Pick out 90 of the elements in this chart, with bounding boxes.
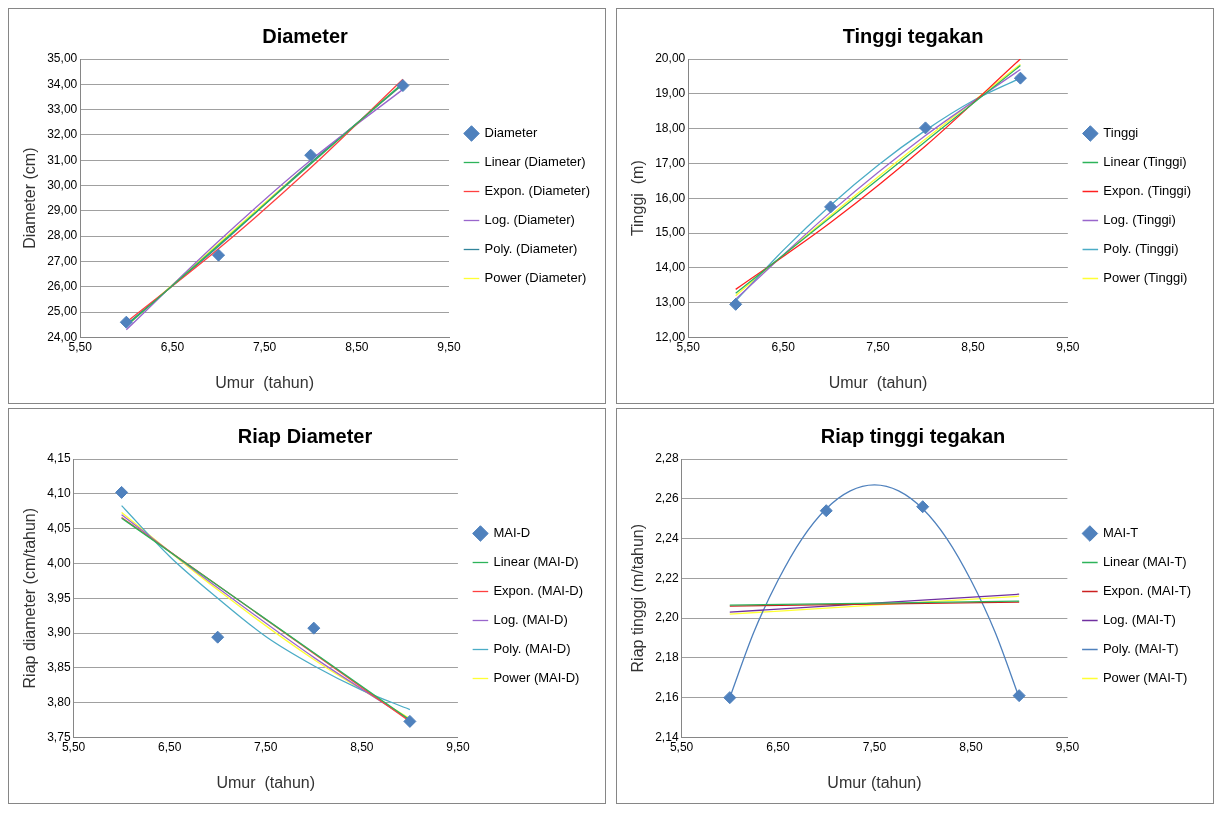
y-tick-label: 31,00 [47, 152, 78, 167]
y-tick-label: 2,24 [655, 530, 679, 545]
y-tick-label: 2,16 [655, 689, 679, 704]
x-tick-label: 8,50 [961, 339, 985, 354]
x-axis-title: Umur (tahun) [215, 373, 314, 391]
legend-label: Log. (Tinggi) [1103, 212, 1176, 228]
legend-label: Linear (Diameter) [484, 154, 586, 170]
legend-label: Log. (Diameter) [484, 212, 575, 228]
legend-label: Poly. (Diameter) [484, 241, 578, 257]
chart-title: Riap tinggi tegakan [820, 424, 1006, 447]
y-tick-label: 3,85 [47, 660, 71, 675]
x-tick-label: 6,50 [771, 339, 796, 354]
x-axis-title: Umur (tahun) [828, 373, 928, 391]
y-tick-label: 2,20 [655, 610, 679, 625]
x-tick-label: 7,50 [862, 739, 887, 754]
x-tick-label: 6,50 [157, 739, 182, 754]
legend-label: Power (MAI-D) [493, 670, 580, 686]
y-tick-label: 25,00 [47, 304, 78, 319]
y-tick-label: 32,00 [47, 127, 78, 142]
x-tick-label: 6,50 [766, 739, 791, 754]
y-tick-label: 2,28 [655, 451, 679, 466]
y-tick-label: 18,00 [655, 120, 686, 135]
x-tick-label: 7,50 [252, 339, 277, 354]
y-axis-title: Riap diameter (cm/tahun) [21, 507, 39, 689]
legend-label: Expon. (MAI-D) [493, 583, 584, 599]
y-tick-label: 34,00 [47, 76, 78, 91]
legend-label: Diameter [484, 125, 538, 141]
y-tick-label: 3,75 [47, 729, 71, 744]
y-tick-label: 3,95 [47, 590, 71, 605]
y-tick-label: 4,15 [47, 451, 71, 466]
y-axis-title: Riap tinggi (m/tahun) [629, 523, 647, 673]
legend-label: Power (Tinggi) [1103, 270, 1188, 286]
y-tick-label: 29,00 [47, 203, 78, 218]
y-tick-label: 2,22 [655, 570, 679, 585]
y-tick-label: 33,00 [47, 101, 78, 116]
x-tick-label: 8,50 [959, 739, 983, 754]
y-tick-label: 27,00 [47, 253, 78, 268]
x-tick-label: 9,50 [437, 339, 461, 354]
y-tick-label: 14,00 [655, 260, 686, 275]
y-tick-label: 13,00 [655, 294, 686, 309]
legend-label: Poly. (MAI-D) [493, 641, 571, 657]
legend-label: Expon. (Diameter) [484, 183, 590, 199]
x-axis-title: Umur (tahun) [216, 773, 316, 791]
legend-label: Expon. (Tinggi) [1103, 183, 1191, 199]
legend-label: Linear (Tinggi) [1103, 154, 1187, 170]
x-tick-label: 9,50 [1055, 739, 1080, 754]
legend-label: Tinggi [1103, 125, 1139, 141]
legend-label: MAI-D [493, 525, 531, 541]
x-tick-label: 8,50 [350, 739, 374, 754]
legend-label: MAI-T [1102, 525, 1139, 541]
y-tick-label: 28,00 [47, 228, 78, 243]
legend-label: Log. (MAI-D) [493, 612, 568, 628]
y-tick-label: 2,18 [655, 650, 679, 665]
legend-label: Power (Diameter) [484, 270, 587, 286]
y-tick-label: 3,80 [47, 694, 71, 709]
x-tick-label: 7,50 [254, 739, 278, 754]
y-tick-label: 35,00 [47, 51, 78, 66]
legend-label: Linear (MAI-T) [1102, 554, 1187, 570]
y-axis-title: Diameter (cm) [21, 147, 39, 249]
chart-title: Diameter [262, 24, 349, 47]
y-axis-title: Tinggi (m) [629, 160, 647, 237]
y-tick-label: 4,05 [47, 520, 71, 535]
x-tick-label: 6,50 [160, 339, 185, 354]
x-tick-label: 7,50 [866, 339, 891, 354]
x-tick-label: 9,50 [446, 739, 470, 754]
y-tick-label: 24,00 [47, 329, 78, 344]
y-tick-label: 15,00 [655, 225, 686, 240]
y-tick-label: 30,00 [47, 177, 78, 192]
x-axis-title: Umur (tahun) [827, 773, 922, 791]
y-tick-label: 4,00 [47, 555, 71, 570]
y-tick-label: 26,00 [47, 279, 78, 294]
y-tick-label: 16,00 [655, 190, 686, 205]
y-tick-label: 12,00 [655, 329, 686, 344]
legend-label: Expon. (MAI-T) [1102, 583, 1191, 599]
y-tick-label: 20,00 [655, 51, 686, 66]
chart-title: Riap Diameter [237, 424, 373, 447]
legend-label: Log. (MAI-T) [1102, 612, 1176, 628]
y-tick-label: 4,10 [47, 486, 71, 501]
x-tick-label: 9,50 [1056, 339, 1080, 354]
chart-title: Tinggi tegakan [842, 24, 984, 47]
legend-label: Poly. (Tinggi) [1103, 241, 1179, 257]
x-tick-label: 8,50 [345, 339, 369, 354]
legend-label: Poly. (MAI-T) [1102, 641, 1179, 657]
y-tick-label: 3,90 [47, 625, 71, 640]
legend-label: Linear (MAI-D) [493, 554, 579, 570]
y-tick-label: 17,00 [655, 155, 686, 170]
y-tick-label: 2,14 [655, 729, 679, 744]
y-tick-label: 2,26 [655, 491, 679, 506]
legend-label: Power (MAI-T) [1102, 670, 1188, 686]
y-tick-label: 19,00 [655, 86, 686, 101]
